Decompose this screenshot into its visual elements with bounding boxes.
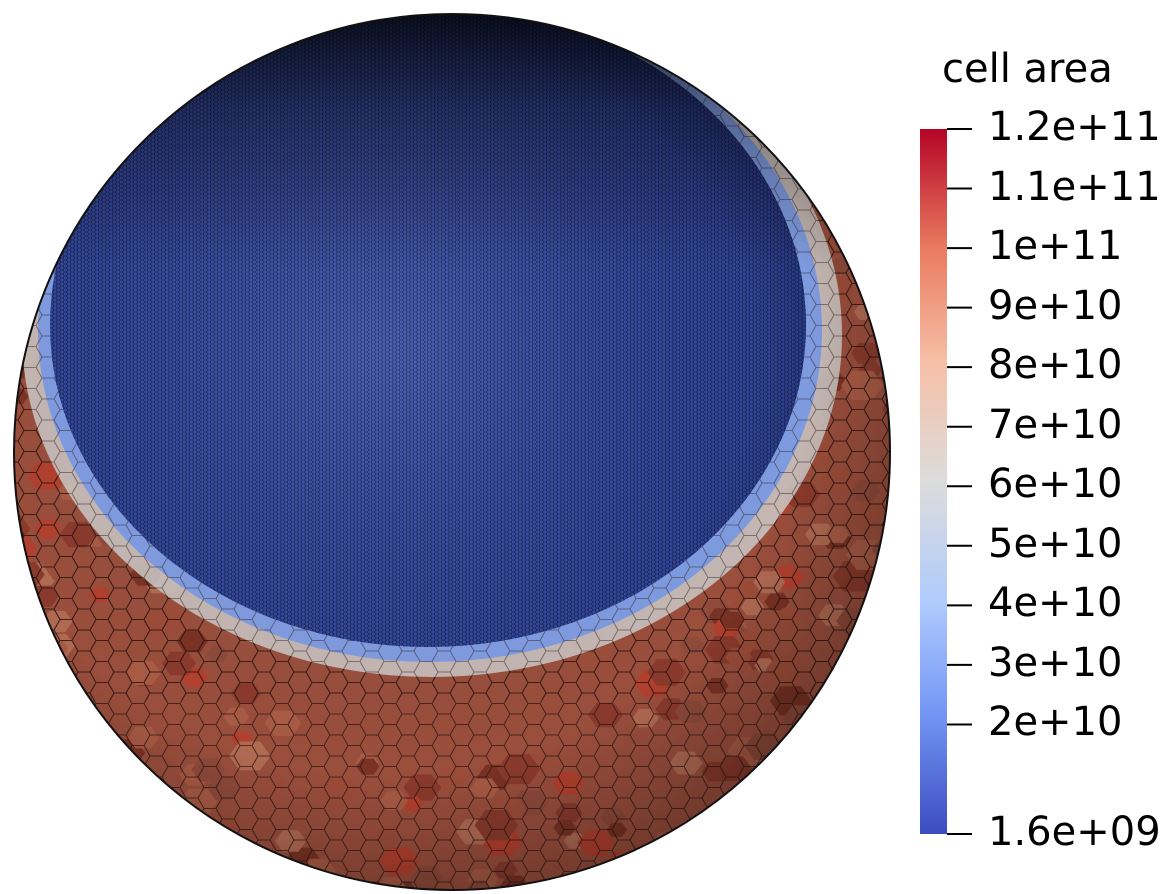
colorbar-gradient-bar [920,129,947,834]
sphere-outline [13,13,891,891]
colorbar-tick-label: 4e+10 [988,580,1123,627]
colorbar-tick-label: 1.1e+11 [988,163,1161,210]
colorbar-tick-label: 1e+11 [988,223,1123,270]
sphere-shading [14,14,890,890]
mesh-sphere [14,14,890,890]
colorbar-tick-label: 7e+10 [988,401,1123,448]
colorbar-tick-label: 3e+10 [988,639,1123,686]
colorbar-tick-label: 6e+10 [988,461,1123,508]
colorbar-tick-marks [947,128,972,835]
colorbar-tick-label: 1.6e+09 [988,809,1161,855]
colorbar-tick-label: 2e+10 [988,699,1123,746]
colorbar-tick-label: 8e+10 [988,342,1123,389]
colorbar-tick-label: 1.2e+11 [988,104,1161,150]
colorbar [920,128,972,835]
colorbar-tick-label: 9e+10 [988,282,1123,329]
colorbar-tick-label: 5e+10 [988,520,1123,567]
colorbar-title: cell area [942,46,1113,92]
